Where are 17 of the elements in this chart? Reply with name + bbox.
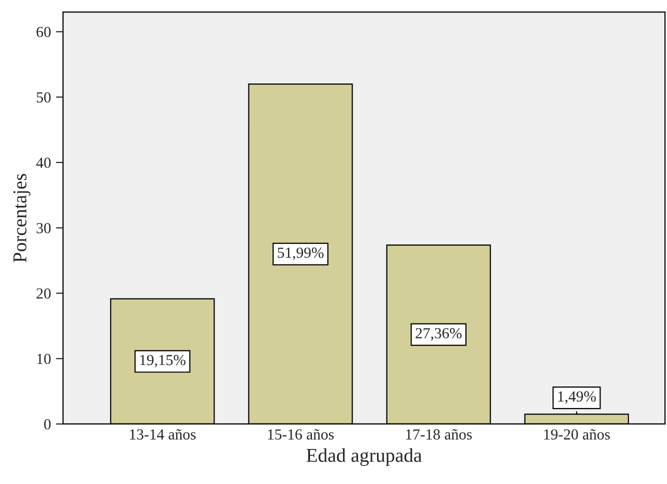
x-tick-label: 19-20 años <box>544 429 610 440</box>
data-label: 51,99% <box>278 248 324 260</box>
x-axis-title: Edad agrupada <box>306 448 422 466</box>
data-label: 27,36% <box>416 328 462 341</box>
y-tick-label: 40 <box>36 158 51 168</box>
data-label: 1,49% <box>558 391 596 404</box>
x-tick-label: 15-16 años <box>268 429 334 440</box>
y-axis-title: Porcentajes <box>13 174 30 262</box>
data-label: 19,15% <box>140 354 186 368</box>
y-tick-label: 10 <box>37 354 51 364</box>
y-tick-label: 20 <box>36 288 51 299</box>
y-tick-label: 30 <box>36 222 51 234</box>
y-tick-label: 60 <box>36 26 51 38</box>
x-tick-label: 17-18 años <box>406 429 472 440</box>
y-tick-label: 0 <box>44 419 51 430</box>
x-tick-label: 13-14 años <box>130 429 196 440</box>
y-tick-label: 50 <box>36 92 51 103</box>
